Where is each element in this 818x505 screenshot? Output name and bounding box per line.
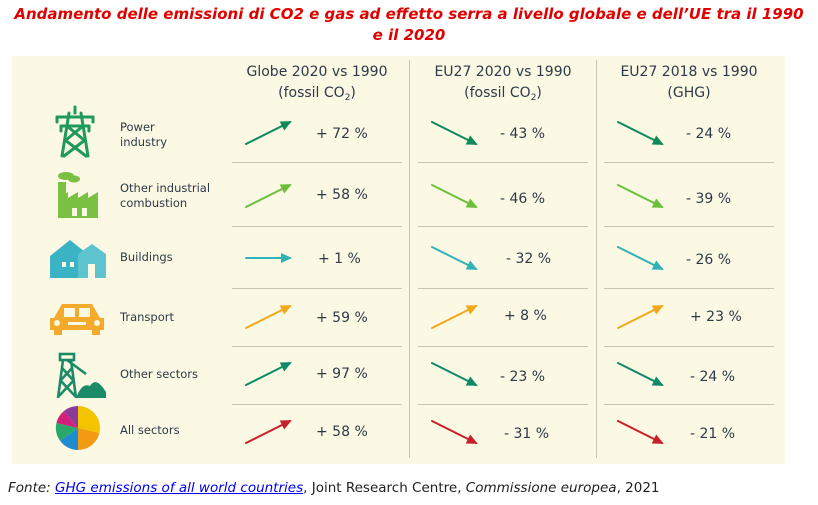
trend-arrow [245,305,292,329]
row-divider [232,162,402,163]
trend-arrow [245,362,292,386]
column-header-line: EU27 2018 vs 1990 [620,64,758,80]
source-commission: Commissione europea [465,480,617,496]
value-label: - 32 % [506,251,552,267]
column-header-line: Globe 2020 vs 1990 [246,64,388,80]
value-label: - 43 % [500,126,546,142]
row-divider [604,346,774,347]
row-divider [604,226,774,227]
source-link[interactable]: GHG emissions of all world countries [55,480,304,496]
value-label: - 39 % [686,191,732,207]
value-label: + 8 % [504,308,547,324]
value-label: - 26 % [686,252,732,268]
source-suffix: , 2021 [616,480,660,496]
value-label: - 46 % [500,191,546,207]
row-label-buildings: Buildings [120,250,173,264]
trend-arrow [617,420,664,444]
trend-arrow [617,121,664,145]
value-label: + 58 % [316,424,368,440]
trend-arrow [617,184,664,208]
row-divider [604,288,774,289]
column-header-eu27-2020: EU27 2020 vs 1990 (fossil CO2) [410,62,596,104]
chart-title: Andamento delle emissioni di CO2 e gas a… [0,4,818,46]
trend-arrow [617,305,664,329]
trend-arrow [431,121,478,145]
row-label-all-sectors: All sectors [120,423,180,437]
value-label: + 72 % [316,126,368,142]
trend-arrow [431,184,478,208]
value-label: - 24 % [686,126,732,142]
column-header-subline: (fossil CO2) [278,85,356,103]
row-divider [418,404,588,405]
trend-arrow [431,420,478,444]
trend-arrow [245,121,292,145]
row-divider [604,162,774,163]
mine-tower-icon [56,352,106,399]
column-header-line: EU27 2020 vs 1990 [434,64,572,80]
column-header-globe-2020: Globe 2020 vs 1990 (fossil CO2) [222,62,412,104]
trend-arrow [431,246,478,270]
row-divider [232,226,402,227]
value-label: + 58 % [316,187,368,203]
house-icon [50,240,106,278]
column-header-subline: (fossil CO2) [464,85,542,103]
trend-arrow [617,362,664,386]
trend-arrow [245,420,292,444]
value-label: - 23 % [500,369,546,385]
value-label: + 59 % [316,310,368,326]
row-divider [418,288,588,289]
pie-chart-icon [55,405,100,450]
value-label: + 23 % [690,309,742,325]
source-prefix: Fonte: [8,480,56,496]
value-label: - 24 % [690,369,736,385]
source-middle: , Joint Research Centre, [303,480,466,496]
trend-arrow [617,246,664,270]
value-label: - 31 % [504,426,550,442]
column-header-eu27-2018: EU27 2018 vs 1990 (GHG) [596,62,782,104]
column-header-subline: (GHG) [667,85,711,101]
trend-arrow [245,253,292,263]
column-divider [409,60,410,458]
table-panel [12,56,785,464]
row-label-transport: Transport [120,310,174,324]
row-divider [232,288,402,289]
row-label-other-sectors: Other sectors [120,367,198,381]
value-label: + 97 % [316,366,368,382]
title-line-1: Andamento delle emissioni di CO2 e gas a… [14,5,804,23]
value-label: - 21 % [690,426,736,442]
title-line-2: e il 2020 [372,26,446,44]
source-note: Fonte: GHG emissions of all world countr… [8,480,660,496]
row-label-other-industrial-combustion: Other industrial combustion [120,181,211,210]
value-label: + 1 % [318,251,361,267]
row-divider [232,346,402,347]
power-pylon-icon [55,105,95,158]
row-label-power-industry: Power industry [120,120,168,149]
trend-arrow [245,184,292,208]
row-divider [232,404,402,405]
trend-arrow [431,362,478,386]
car-icon [50,304,104,335]
row-divider [418,162,588,163]
factory-icon [58,172,98,218]
row-divider [418,226,588,227]
row-divider [604,404,774,405]
column-divider [596,60,597,458]
trend-arrow [431,305,478,329]
row-divider [418,346,588,347]
